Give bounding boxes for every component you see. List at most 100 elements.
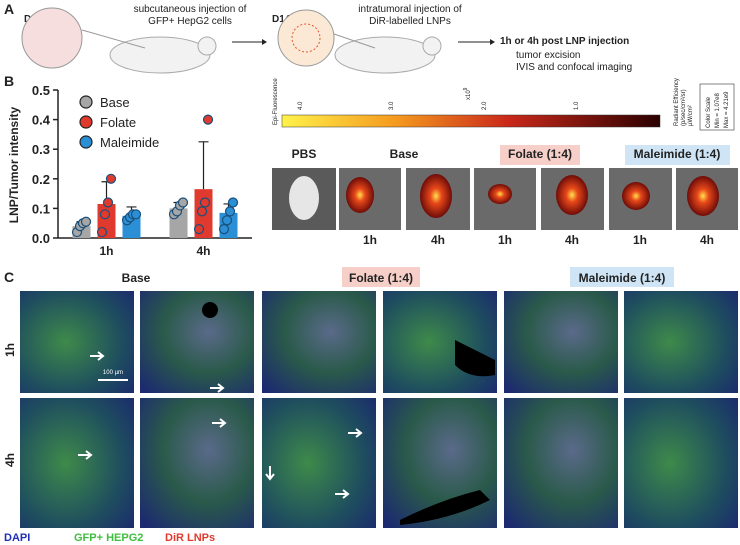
group-label: Folate (1:4) xyxy=(508,147,572,161)
legend-label: GFP+ HEPG2 xyxy=(74,532,143,544)
step-text: DiR-labelled LNPs xyxy=(369,16,451,27)
panel-label: B xyxy=(4,73,14,89)
legend-label: Maleimide xyxy=(100,135,159,150)
label-bg xyxy=(570,267,674,287)
y-tick-label: 0.3 xyxy=(32,142,50,157)
data-point xyxy=(227,197,239,208)
mouse-head xyxy=(422,36,442,56)
mouse xyxy=(334,36,436,74)
arrow xyxy=(78,450,93,460)
step-title: 1h or 4h post LNP injection xyxy=(500,36,629,47)
group-label: Maleimide (1:4) xyxy=(634,147,721,161)
legend-label: Folate xyxy=(100,115,136,130)
legend-marker xyxy=(79,115,93,129)
arrow-head xyxy=(490,39,495,45)
syringe xyxy=(333,33,376,49)
data-point xyxy=(96,226,108,238)
data-point xyxy=(99,209,111,220)
step-text: intratumoral injection of xyxy=(358,4,462,15)
data-point xyxy=(177,197,189,208)
tumor-image xyxy=(687,176,719,216)
time-label: 1h xyxy=(498,233,512,247)
arrow xyxy=(335,489,350,499)
confocal-image xyxy=(140,291,254,393)
tumor-inset xyxy=(277,9,335,67)
data-point xyxy=(221,215,233,226)
group-label: Base xyxy=(122,271,151,285)
row-label: 1h xyxy=(3,343,17,357)
scale-title: Epi-Fluorescence xyxy=(273,78,279,125)
mouse-head xyxy=(197,36,217,56)
step-text: subcutaneous injection of xyxy=(134,4,247,15)
panel-a: A D1 subcutaneous injection of GFP+ HepG… xyxy=(4,1,632,74)
tumor-image xyxy=(289,176,319,220)
void xyxy=(202,302,218,318)
confocal-image xyxy=(624,398,738,528)
panel-c: C Base Folate (1:4) Maleimide (1:4) 1h 4… xyxy=(3,267,738,544)
panel-label: A xyxy=(4,1,14,17)
data-point xyxy=(105,173,117,184)
y-tick-label: 0.0 xyxy=(32,231,50,246)
tumor-image xyxy=(556,175,588,215)
arrow-head xyxy=(262,39,267,45)
ivis: Epi-Fluorescence 4.0 3.0 2.0 1.0 x109 Ra… xyxy=(272,78,738,247)
step-text: IVIS and confocal imaging xyxy=(516,62,632,73)
tumor-image xyxy=(420,174,452,218)
void xyxy=(400,490,490,525)
confocal-image xyxy=(262,398,376,528)
confocal-image xyxy=(383,291,497,393)
step-text: tumor excision xyxy=(516,50,580,61)
scale-unit-base: x10 xyxy=(466,90,472,100)
confocal-image xyxy=(262,291,376,393)
scale-tick: 4.0 xyxy=(298,101,304,110)
error-bar xyxy=(198,141,209,190)
color-bar xyxy=(281,114,661,128)
data-point xyxy=(218,224,230,235)
legend-marker xyxy=(79,95,93,109)
data-point xyxy=(196,206,208,217)
scale-box xyxy=(699,83,735,131)
label-bg xyxy=(625,145,730,165)
confocal-image xyxy=(624,291,738,393)
scale-tick: 3.0 xyxy=(389,101,395,110)
arrow xyxy=(265,466,275,481)
color-scale: Max = 4.21e9 xyxy=(724,91,730,128)
label-bg xyxy=(500,145,580,165)
time-label: 1h xyxy=(633,233,647,247)
arrow xyxy=(212,418,227,428)
tumor-image xyxy=(488,184,512,204)
confocal-image xyxy=(504,398,618,528)
x-tick-label: 1h xyxy=(99,244,113,258)
data-point xyxy=(224,206,236,217)
group-label: Maleimide (1:4) xyxy=(579,271,666,285)
arrow xyxy=(348,428,363,438)
y-tick-label: 0.5 xyxy=(32,83,50,98)
bar-chart: 0.0 0.1 0.2 0.3 0.4 0.5 1h 4h Base Folate Maleimid… xyxy=(32,83,252,258)
confocal-image xyxy=(140,398,254,528)
row-label: 4h xyxy=(3,453,17,467)
confocal-image xyxy=(20,398,134,528)
scale-tick: 1.0 xyxy=(574,101,580,110)
step-text: GFP+ HepG2 cells xyxy=(148,16,232,27)
time-label: 4h xyxy=(700,233,714,247)
x-tick-label: 4h xyxy=(196,244,210,258)
arrow xyxy=(90,351,105,361)
tumor-image xyxy=(346,177,374,213)
confocal-image xyxy=(20,291,134,393)
data-point xyxy=(202,114,214,125)
data-point xyxy=(130,209,142,220)
legend-label: Base xyxy=(100,95,130,110)
cells-inset xyxy=(21,7,83,69)
scale-bar-label: 100 µm xyxy=(103,370,123,376)
data-point xyxy=(102,197,114,208)
arrow xyxy=(210,383,225,393)
confocal-image xyxy=(504,291,618,393)
scale-unit: x109 xyxy=(463,87,472,100)
label-bg xyxy=(342,267,420,287)
time-label: 1h xyxy=(363,233,377,247)
panel-label: C xyxy=(4,269,14,285)
legend-marker xyxy=(79,135,93,149)
time-label: 4h xyxy=(565,233,579,247)
day-label: D14 xyxy=(272,14,291,25)
scale-tick: 2.0 xyxy=(482,101,488,110)
